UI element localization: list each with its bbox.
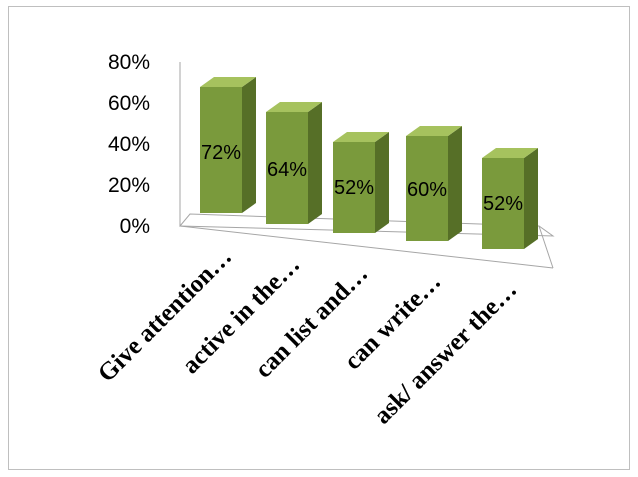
bar: 52% xyxy=(333,132,389,233)
bar-side xyxy=(448,126,462,241)
floor-right-edge xyxy=(538,225,554,269)
bar: 60% xyxy=(406,126,462,241)
bar-front xyxy=(333,142,375,233)
bar-side xyxy=(242,77,256,213)
bar: 52% xyxy=(482,148,538,249)
bar-front xyxy=(200,87,242,213)
data-label: 64% xyxy=(267,159,307,181)
bar: 64% xyxy=(266,102,322,224)
bar-top xyxy=(333,132,389,142)
x-axis: Give attention…active in the…can list an… xyxy=(93,243,522,429)
bar: 72% xyxy=(200,77,256,213)
x-tick-label: Give attention… xyxy=(93,243,237,387)
y-tick-label: 80% xyxy=(108,51,150,74)
bar-side xyxy=(524,148,538,249)
bar-top xyxy=(406,126,462,136)
y-tick-label: 0% xyxy=(120,215,150,238)
data-label: 72% xyxy=(201,142,241,164)
y-axis: 0% 20% 40% 60% 80% xyxy=(108,51,150,238)
bar-side xyxy=(308,102,322,224)
bar-top xyxy=(200,77,256,87)
bar-front xyxy=(406,136,448,241)
data-label: 60% xyxy=(407,179,447,201)
bars: 72% 64% 52% 60% 52% xyxy=(200,77,538,249)
y-tick-label: 40% xyxy=(108,133,150,156)
bar-top xyxy=(482,148,538,158)
x-tick-label: ask/ answer the… xyxy=(369,276,522,429)
data-label: 52% xyxy=(483,193,523,215)
bar-top xyxy=(266,102,322,112)
y-tick-label: 60% xyxy=(108,92,150,115)
bar-front xyxy=(266,112,308,224)
data-label: 52% xyxy=(334,177,374,199)
bar-side xyxy=(375,132,389,233)
floor-front-edge xyxy=(179,225,554,269)
y-tick-label: 20% xyxy=(108,174,150,197)
bar-front xyxy=(482,158,524,249)
